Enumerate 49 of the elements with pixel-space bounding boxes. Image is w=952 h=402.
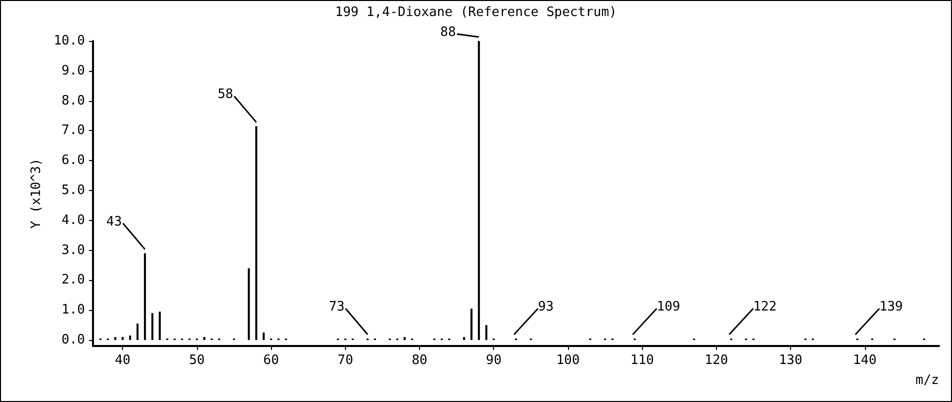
x-tick-label: 70: [337, 353, 354, 368]
bar: [262, 332, 265, 340]
y-tick-label: 4.0: [62, 212, 85, 228]
bar: [203, 337, 206, 340]
bar: [255, 126, 258, 340]
x-tick-label: 50: [189, 353, 205, 368]
x-tick-label: 90: [486, 353, 502, 368]
annotation: 122: [753, 300, 777, 315]
x-tick-label: 100: [556, 353, 580, 368]
bar: [248, 268, 250, 340]
bar: [485, 325, 488, 340]
annotation: 109: [656, 300, 680, 315]
y-tick-label: 6.0: [62, 153, 85, 168]
x-axis-title: m/z: [916, 373, 939, 388]
bar: [114, 337, 116, 340]
bar: [404, 337, 406, 340]
y-tick-label: 10.0: [54, 34, 85, 48]
y-tick-label: 5.0: [62, 183, 85, 198]
annotation: 58: [218, 87, 234, 102]
x-tick-label: 40: [114, 353, 131, 368]
x-tick-label: 120: [704, 353, 728, 368]
y-tick-label: 0.0: [62, 332, 85, 348]
y-tick-label: 2.0: [62, 272, 85, 288]
bar: [151, 313, 154, 340]
annotation: 73: [328, 300, 345, 315]
x-tick-label: 130: [778, 353, 802, 368]
bar: [144, 253, 146, 340]
y-axis-title: Y (x10^3): [28, 158, 44, 229]
x-tick-label: 110: [630, 353, 654, 368]
bar: [470, 308, 472, 340]
bar: [463, 337, 466, 340]
x-tick-label: 80: [412, 353, 428, 368]
y-tick-label: 1.0: [62, 302, 85, 318]
bar: [129, 336, 132, 340]
y-tick-label: 7.0: [62, 123, 85, 138]
y-tick-label: 3.0: [62, 242, 85, 258]
bar: [122, 337, 124, 340]
x-tick-label: 140: [853, 353, 877, 368]
bar: [136, 324, 139, 340]
annotation: 93: [538, 300, 554, 315]
y-tick-label: 9.0: [62, 63, 85, 78]
annotation: 43: [106, 214, 122, 230]
chart-title: 199 1,4-Dioxane (Reference Spectrum): [335, 5, 617, 20]
bar: [158, 312, 161, 340]
x-tick-label: 60: [263, 353, 279, 368]
y-tick-label: 8.0: [62, 93, 85, 108]
annotation: 88: [440, 25, 456, 40]
annotation: 139: [879, 300, 903, 315]
bar: [478, 41, 480, 340]
